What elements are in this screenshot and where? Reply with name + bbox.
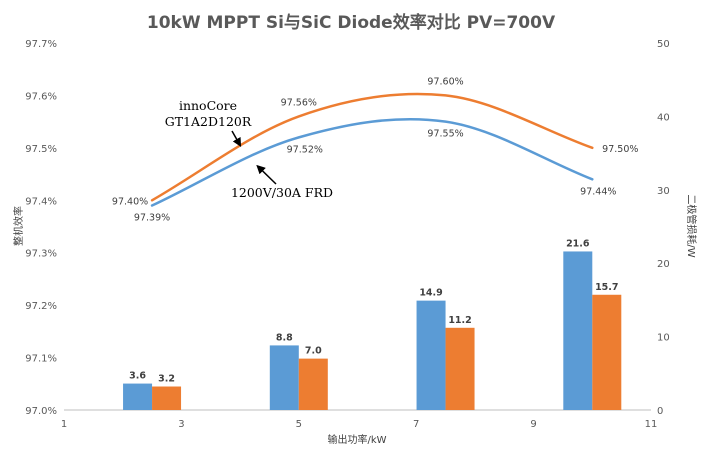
efficiency-si-point-label: 97.44% [580,186,616,197]
x-tick-label: 1 [61,419,67,430]
efficiency-sic-point-label: 97.60% [427,76,463,87]
efficiency-sic-point-label: 97.50% [602,144,638,155]
x-tick-label: 9 [530,419,536,430]
loss-sic-bar-label: 15.7 [595,282,618,293]
efficiency-si-point-label: 97.52% [287,144,323,155]
y-left-tick-label: 97.2% [25,301,57,312]
loss-si-bar [563,251,593,410]
efficiency-si-line [150,117,594,207]
x-tick-label: 11 [645,419,658,430]
annotation-sic-label: innoCore GT1A2D120R [165,98,252,129]
annotation-sic-arrow [231,130,242,147]
loss-sic-bar-label: 7.0 [305,346,322,357]
loss-sic-bar [592,294,622,410]
x-tick-label: 3 [178,419,184,430]
loss-si-bar [269,345,299,410]
loss-sic-bar-label: 3.2 [158,374,175,385]
efficiency-si-point-label: 97.55% [427,129,463,140]
y-axis-right-title: 二极管损耗/W [685,194,698,257]
chart-title: 10kW MPPT Si与SiC Diode效率对比 PV=700V [146,13,556,33]
loss-si-bar [416,300,446,410]
loss-si-bar-label: 21.6 [566,238,590,249]
y-left-tick-label: 97.6% [25,91,57,102]
y-left-tick-label: 97.4% [25,196,57,207]
annotation-sic-line: innoCore [179,98,237,113]
efficiency-sic-line [150,92,594,202]
y-right-tick-label: 50 [657,39,670,50]
efficiency-sic-point-label: 97.56% [281,97,317,108]
annotation-sic-line: GT1A2D120R [165,114,252,129]
y-left-tick-label: 97.0% [25,406,57,417]
loss-si-bar [123,383,153,410]
y-right-tick-label: 10 [657,333,670,344]
y-left-tick-label: 97.7% [25,39,57,50]
loss-sic-bar [152,386,182,410]
annotation-si-label: 1200V/30A FRD [231,185,333,200]
y-right-tick-label: 20 [657,259,670,270]
loss-sic-bar [298,358,328,410]
x-axis-title: 输出功率/kW [327,433,386,446]
efficiency-sic-point-label: 97.40% [112,196,148,207]
annotation-si-arrow [256,164,277,185]
y-left-tick-label: 97.3% [25,249,57,260]
loss-si-bar-label: 14.9 [419,288,442,299]
y-right-tick-label: 0 [657,406,663,417]
y-left-tick-label: 97.1% [25,354,57,365]
y-axis-left-title: 整机效率 [12,206,25,246]
x-tick-label: 7 [413,419,419,430]
x-tick-label: 5 [296,419,302,430]
loss-si-bar-label: 8.8 [276,332,293,343]
efficiency-si-point-label: 97.39% [134,213,170,224]
loss-sic-bar-label: 11.2 [448,315,471,326]
y-right-tick-label: 40 [657,112,670,123]
loss-si-bar-label: 3.6 [129,371,146,382]
loss-sic-bar [445,327,475,410]
y-right-tick-label: 30 [657,186,670,197]
y-left-tick-label: 97.5% [25,144,57,155]
